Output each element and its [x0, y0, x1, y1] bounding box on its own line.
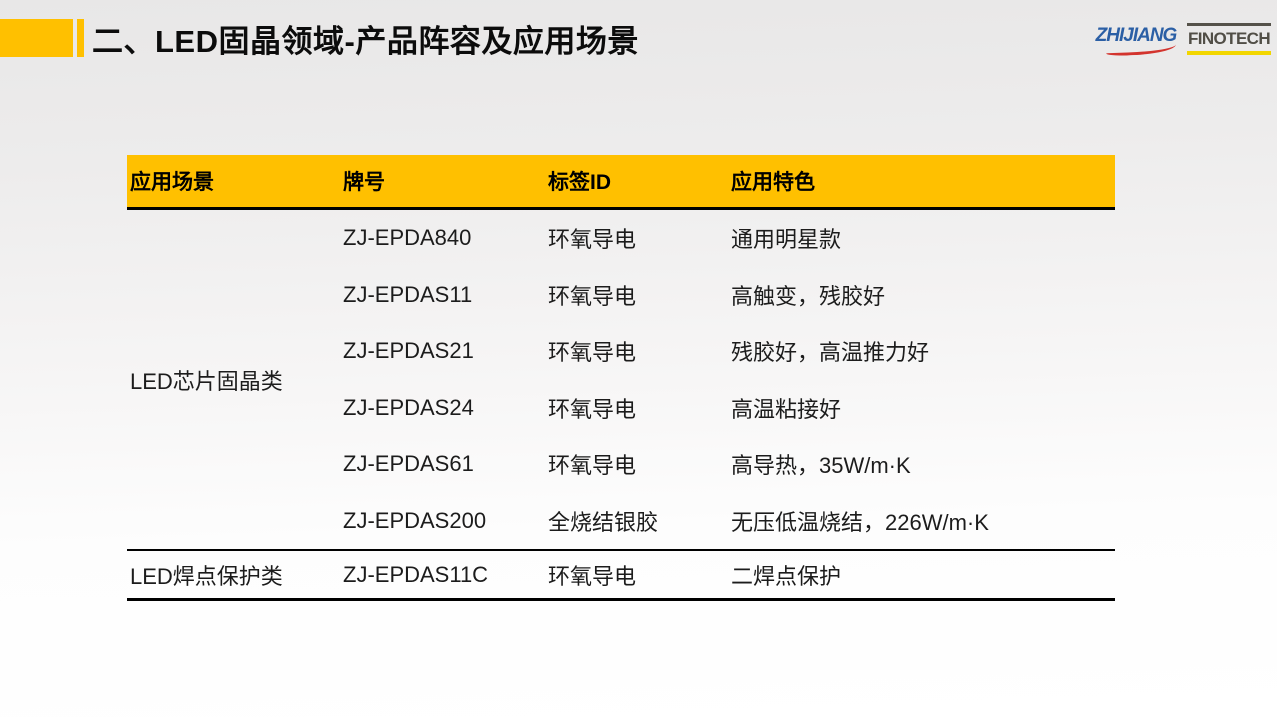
finotech-logo-text: FINOTECH — [1187, 29, 1271, 48]
feature-cell: 通用明星款 — [731, 227, 842, 253]
model-cell: ZJ-EPDA840 — [343, 225, 472, 251]
tag-cell: 环氧导电 — [548, 453, 637, 479]
zhijiang-swoosh-icon — [1105, 41, 1177, 57]
tag-cell: 环氧导电 — [548, 563, 637, 589]
finotech-logo: FINOTECH — [1187, 23, 1271, 55]
title-accent-bar — [77, 19, 84, 57]
zhijiang-logo-text: ZHIJIANG — [1095, 25, 1178, 46]
tag-cell: 环氧导电 — [548, 340, 637, 366]
feature-cell: 高触变，残胶好 — [731, 283, 886, 309]
feature-cell: 残胶好，高温推力好 — [731, 340, 930, 366]
header-tag-id: 标签ID — [548, 171, 611, 194]
tag-cell: 环氧导电 — [548, 227, 637, 253]
title-accent-block — [0, 19, 73, 57]
product-table: 应用场景 牌号 标签ID 应用特色 LED芯片固晶类 ZJ-EPDA840 环氧… — [127, 155, 1115, 601]
category-label: LED芯片固晶类 — [130, 368, 283, 394]
table-header-row: 应用场景 牌号 标签ID 应用特色 — [127, 155, 1115, 210]
header-application-scene: 应用场景 — [130, 171, 214, 194]
category-label: LED焊点保护类 — [130, 563, 283, 589]
finotech-topbar — [1187, 23, 1271, 26]
tag-cell: 环氧导电 — [548, 396, 637, 422]
tag-cell: 全烧结银胶 — [548, 509, 659, 535]
feature-cell: 高导热，35W/m·K — [731, 453, 911, 479]
header-model: 牌号 — [343, 171, 385, 194]
model-cell: ZJ-EPDAS200 — [343, 507, 487, 533]
feature-cell: 二焊点保护 — [731, 563, 842, 589]
model-cell: ZJ-EPDAS11 — [343, 281, 473, 307]
table-group-die-attach: LED芯片固晶类 ZJ-EPDA840 环氧导电 通用明星款 ZJ-EPDAS1… — [127, 210, 1115, 551]
feature-cell: 无压低温烧结，226W/m·K — [731, 509, 989, 535]
header-feature: 应用特色 — [731, 171, 815, 194]
model-cell: ZJ-EPDAS21 — [343, 338, 474, 364]
zhijiang-logo: ZHIJIANG — [1092, 25, 1180, 57]
model-cell: ZJ-EPDAS11C — [343, 561, 489, 587]
model-cell: ZJ-EPDAS24 — [343, 394, 474, 420]
model-cell: ZJ-EPDAS61 — [343, 451, 474, 477]
tag-cell: 环氧导电 — [548, 283, 637, 309]
page-title: 二、LED固晶领域-产品阵容及应用场景 — [92, 23, 639, 59]
finotech-underline — [1187, 51, 1271, 55]
table-group-solder-protect: LED焊点保护类 ZJ-EPDAS11C 环氧导电 二焊点保护 — [127, 551, 1115, 601]
feature-cell: 高温粘接好 — [731, 396, 842, 422]
